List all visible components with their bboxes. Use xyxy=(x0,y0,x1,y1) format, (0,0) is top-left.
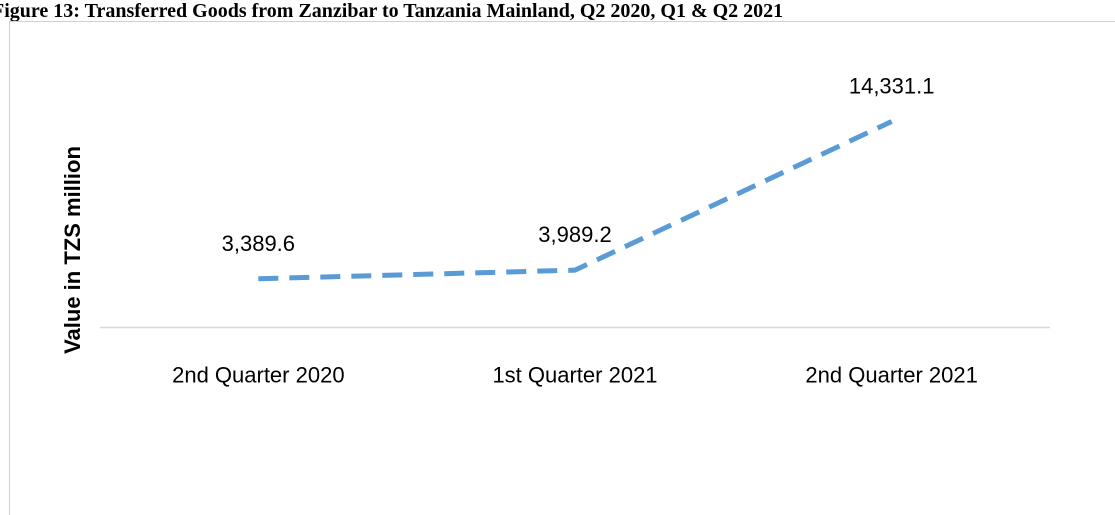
x-tick-label: 2nd Quarter 2021 xyxy=(805,363,977,388)
y-axis-label: Value in TZS million xyxy=(60,146,85,354)
x-tick-label: 2nd Quarter 2020 xyxy=(172,363,344,388)
chart-frame xyxy=(9,21,1115,515)
data-label: 14,331.1 xyxy=(849,73,935,98)
figure-title: Figure 13: Transferred Goods from Zanzib… xyxy=(0,0,784,22)
x-tick-label: 1st Quarter 2021 xyxy=(492,363,657,388)
data-label: 3,989.2 xyxy=(538,222,611,247)
data-label: 3,389.6 xyxy=(222,231,295,256)
series-line xyxy=(258,119,893,282)
